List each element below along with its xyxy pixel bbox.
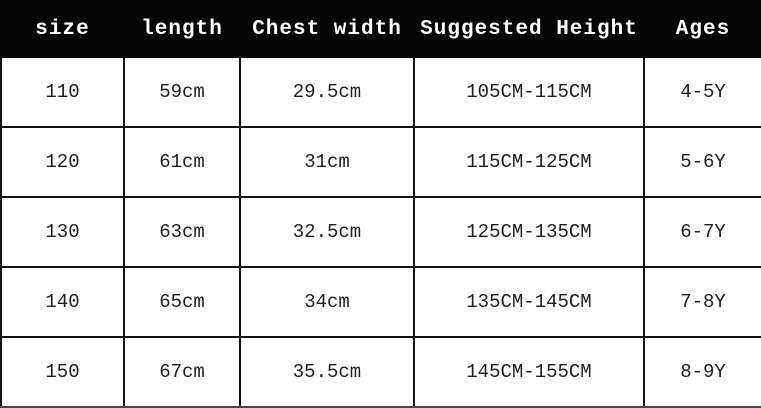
table-cell: 67cm xyxy=(123,336,241,408)
table-cell: 115CM-125CM xyxy=(413,126,645,198)
table-cell: 34cm xyxy=(239,266,415,338)
table-cell: 120 xyxy=(0,126,125,198)
table-cell: 32.5cm xyxy=(239,196,415,268)
table-cell: 63cm xyxy=(123,196,241,268)
table-cell: 130 xyxy=(0,196,125,268)
table-cell: 110 xyxy=(0,56,125,128)
header-cell-length: length xyxy=(123,0,241,58)
table-cell: 5-6Y xyxy=(643,126,761,198)
table-cell: 125CM-135CM xyxy=(413,196,645,268)
header-cell-chest-width: Chest width xyxy=(239,0,415,58)
table-cell: 150 xyxy=(0,336,125,408)
table-cell: 105CM-115CM xyxy=(413,56,645,128)
table-row: 150 67cm 35.5cm 145CM-155CM 8-9Y xyxy=(0,336,761,408)
table-cell: 4-5Y xyxy=(643,56,761,128)
table-cell: 59cm xyxy=(123,56,241,128)
header-cell-size: size xyxy=(0,0,125,58)
table-cell: 145CM-155CM xyxy=(413,336,645,408)
table-row: 130 63cm 32.5cm 125CM-135CM 6-7Y xyxy=(0,196,761,268)
table-cell: 31cm xyxy=(239,126,415,198)
table-cell: 6-7Y xyxy=(643,196,761,268)
table-cell: 65cm xyxy=(123,266,241,338)
table-cell: 140 xyxy=(0,266,125,338)
table-cell: 35.5cm xyxy=(239,336,415,408)
table-row: 120 61cm 31cm 115CM-125CM 5-6Y xyxy=(0,126,761,198)
table-row: 110 59cm 29.5cm 105CM-115CM 4-5Y xyxy=(0,56,761,128)
table-cell: 8-9Y xyxy=(643,336,761,408)
size-chart-header-row: size length Chest width Suggested Height… xyxy=(0,0,761,58)
table-row: 140 65cm 34cm 135CM-145CM 7-8Y xyxy=(0,266,761,338)
header-cell-suggested-height: Suggested Height xyxy=(413,0,645,58)
table-cell: 61cm xyxy=(123,126,241,198)
table-cell: 135CM-145CM xyxy=(413,266,645,338)
table-cell: 7-8Y xyxy=(643,266,761,338)
header-cell-ages: Ages xyxy=(643,0,761,58)
table-cell: 29.5cm xyxy=(239,56,415,128)
